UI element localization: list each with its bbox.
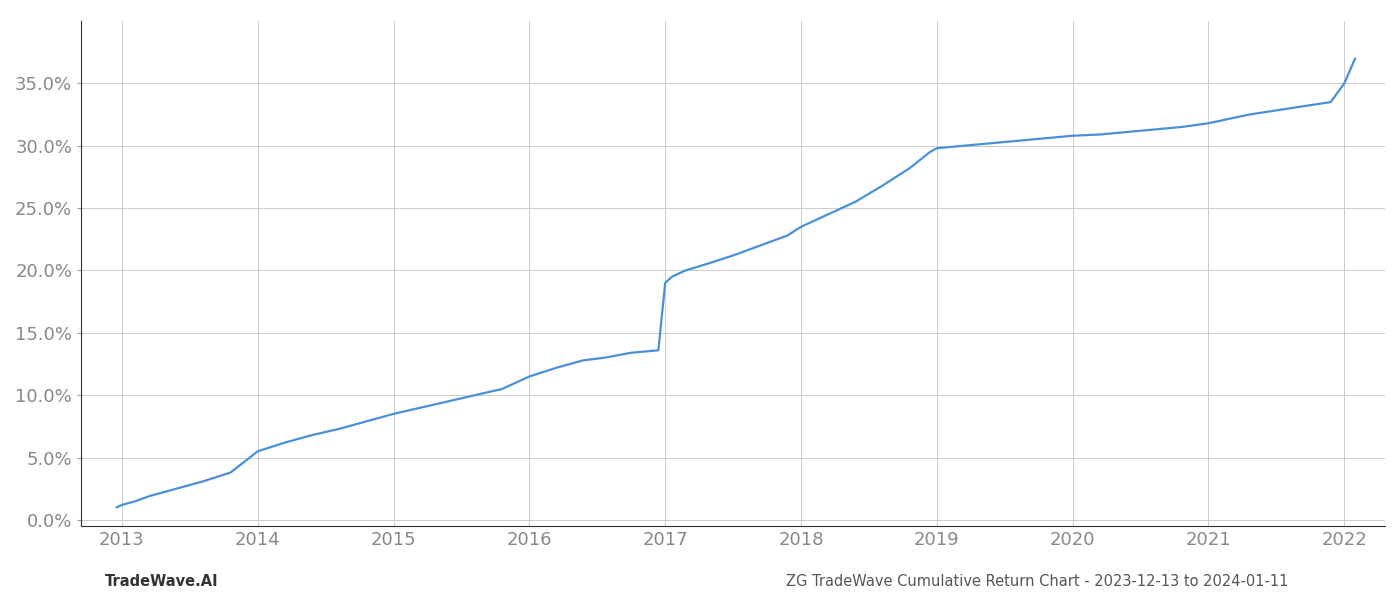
Text: TradeWave.AI: TradeWave.AI — [105, 574, 218, 589]
Text: ZG TradeWave Cumulative Return Chart - 2023-12-13 to 2024-01-11: ZG TradeWave Cumulative Return Chart - 2… — [785, 574, 1288, 589]
